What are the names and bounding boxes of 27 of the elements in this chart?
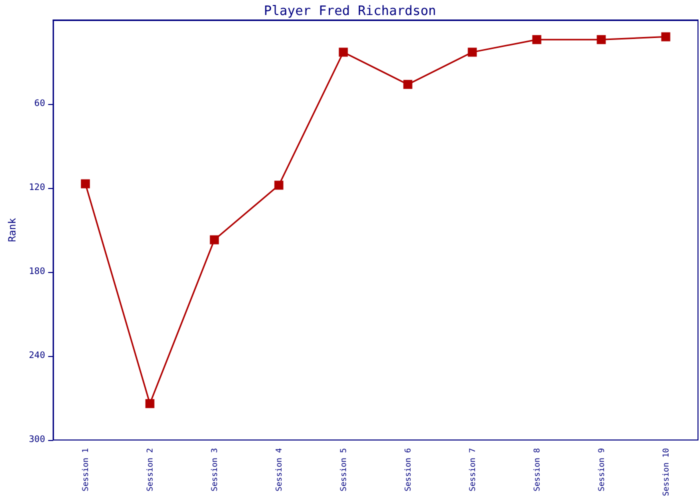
x-tick-label: Session 7 <box>468 448 477 492</box>
point <box>596 35 606 44</box>
y-axis-title: Rank <box>8 218 18 242</box>
point <box>468 48 477 57</box>
x-tick-label: Session 5 <box>338 448 348 492</box>
point <box>145 399 154 408</box>
x-tick-label: Session 3 <box>210 448 219 492</box>
y-tick-label: 60 <box>34 99 46 109</box>
point <box>338 48 348 57</box>
x-tick-label: Session 6 <box>403 448 412 492</box>
x-tick-label: Session 4 <box>274 448 284 492</box>
x-tick-label: Session 2 <box>145 448 154 492</box>
point <box>274 180 284 190</box>
x-tick-label: Session 8 <box>532 448 542 492</box>
x-tick-label: Session 9 <box>596 448 606 492</box>
chart-title: Player Fred Richardson <box>264 4 436 19</box>
point <box>210 235 219 244</box>
x-tick-label: Session 10 <box>661 448 670 496</box>
point <box>661 32 670 42</box>
point <box>532 35 542 44</box>
y-tick-label: 240 <box>28 351 46 361</box>
y-tick-label: 120 <box>28 183 46 193</box>
x-tick-label: Session 1 <box>80 448 90 492</box>
y-tick-label: 300 <box>28 435 46 445</box>
y-tick-label: 180 <box>28 267 46 277</box>
point <box>403 80 412 89</box>
point <box>80 179 90 188</box>
